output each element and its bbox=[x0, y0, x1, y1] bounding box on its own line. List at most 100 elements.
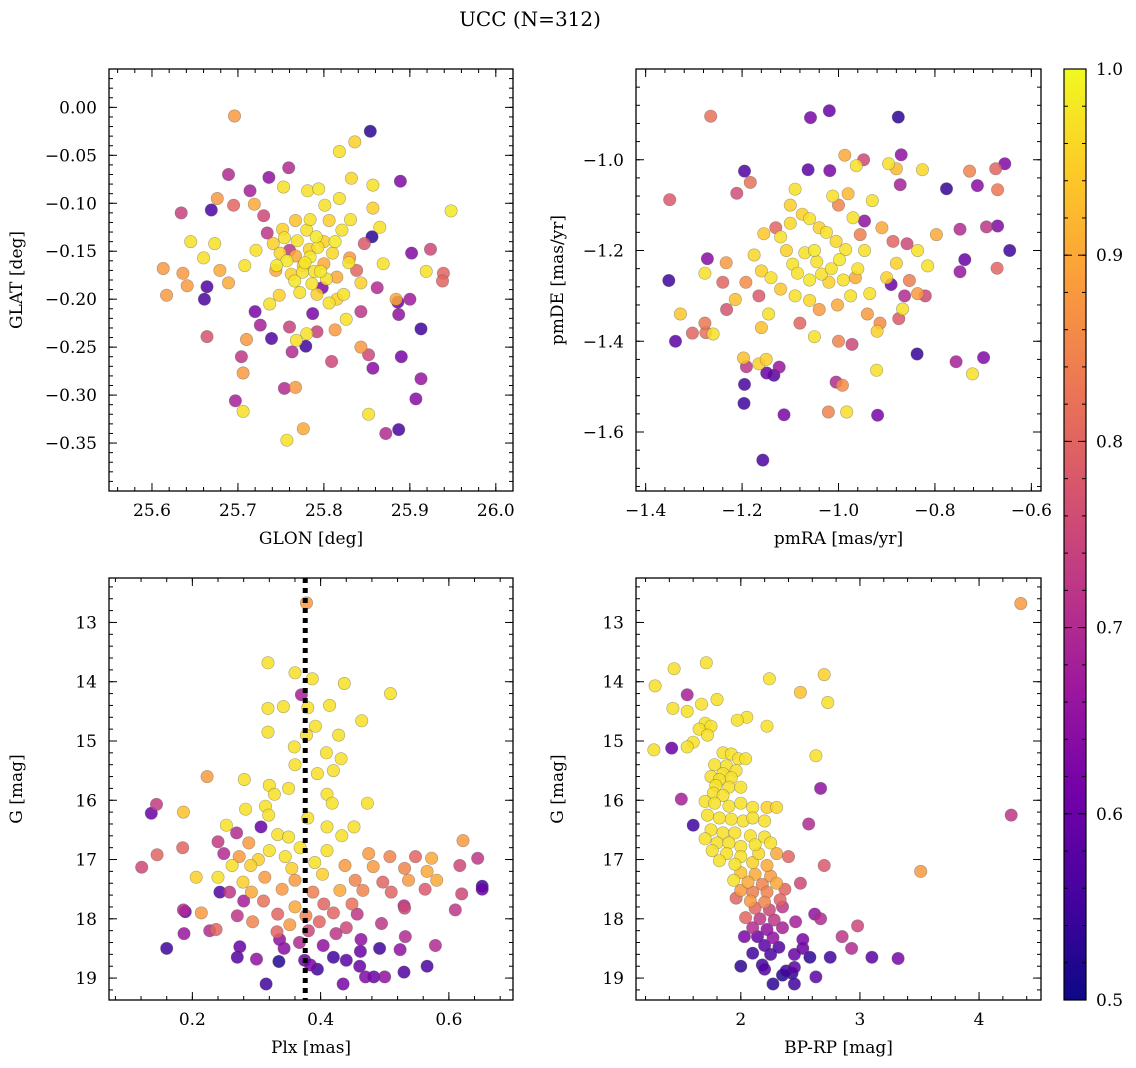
data-point bbox=[902, 273, 916, 287]
data-point bbox=[219, 818, 233, 832]
data-point bbox=[455, 887, 469, 901]
data-point bbox=[326, 906, 340, 920]
data-point bbox=[258, 870, 272, 884]
data-point bbox=[263, 297, 277, 311]
data-point bbox=[770, 876, 784, 890]
data-point bbox=[444, 204, 458, 218]
data-point bbox=[803, 111, 817, 125]
y-tick-label: 17 bbox=[602, 851, 624, 871]
data-point bbox=[326, 764, 340, 778]
data-point bbox=[758, 962, 772, 976]
data-point bbox=[362, 847, 376, 861]
data-point bbox=[748, 838, 762, 852]
data-point bbox=[270, 259, 284, 273]
data-point bbox=[760, 366, 774, 380]
data-point bbox=[739, 275, 753, 289]
x-tick-label: 3 bbox=[855, 1010, 866, 1030]
data-point bbox=[648, 679, 662, 693]
data-point bbox=[260, 226, 274, 240]
y-tick-label: −0.10 bbox=[45, 194, 97, 214]
data-point bbox=[287, 740, 301, 754]
data-point bbox=[397, 965, 411, 979]
data-point bbox=[841, 187, 855, 201]
data-point bbox=[722, 799, 736, 813]
data-point bbox=[939, 182, 953, 196]
data-point bbox=[379, 426, 393, 440]
panel-plx-g: 0.2 0.4 0.6 13 14 15 16 17 18 19 Plx [mas] G [mag] bbox=[7, 577, 514, 1058]
data-point bbox=[234, 350, 248, 364]
data-point bbox=[189, 870, 203, 884]
data-point bbox=[743, 175, 757, 189]
data-point bbox=[802, 817, 816, 831]
data-point bbox=[772, 360, 786, 374]
data-point bbox=[200, 330, 214, 344]
y-tick-label: 15 bbox=[75, 732, 97, 752]
data-point bbox=[358, 970, 372, 984]
data-point bbox=[789, 915, 803, 929]
data-point bbox=[354, 305, 368, 319]
data-point bbox=[990, 261, 1004, 275]
data-point bbox=[209, 922, 223, 936]
data-point bbox=[306, 307, 320, 321]
data-point bbox=[739, 752, 753, 766]
data-point bbox=[354, 340, 368, 354]
data-point bbox=[821, 695, 835, 709]
x-axis-label: Plx [mas] bbox=[271, 1038, 351, 1058]
data-point bbox=[775, 921, 789, 935]
data-point bbox=[401, 873, 415, 887]
data-point bbox=[271, 907, 285, 921]
data-point bbox=[428, 938, 442, 952]
data-point bbox=[328, 235, 342, 249]
data-point bbox=[339, 953, 353, 967]
data-point bbox=[150, 797, 164, 811]
y-tick-label: −0.20 bbox=[45, 290, 97, 310]
data-point bbox=[832, 253, 846, 267]
data-point bbox=[831, 334, 845, 348]
x-tick-label: 25.8 bbox=[305, 501, 343, 521]
colorbar-tick-label: 0.8 bbox=[1096, 432, 1123, 452]
data-point bbox=[809, 970, 823, 984]
data-point bbox=[233, 940, 247, 954]
data-point bbox=[809, 749, 823, 763]
colorbar: 0.5 0.6 0.7 0.8 0.9 1.0 bbox=[1063, 60, 1123, 1011]
panel-pmra-pmde: −1.4 −1.2 −1.0 −0.8 −0.6 −1.0 −1.2 −1.4 −1.6 pmRA… bbox=[548, 68, 1052, 549]
data-point bbox=[257, 209, 271, 223]
data-point bbox=[839, 243, 853, 257]
data-point bbox=[335, 223, 349, 237]
data-point bbox=[448, 903, 462, 917]
data-point bbox=[312, 915, 326, 929]
data-point bbox=[347, 820, 361, 834]
y-tick-label: 18 bbox=[602, 910, 624, 930]
data-point bbox=[333, 883, 347, 897]
data-point bbox=[405, 246, 419, 260]
data-point bbox=[871, 408, 885, 422]
data-point bbox=[929, 228, 943, 242]
data-point bbox=[285, 345, 299, 359]
figure-title: UCC (N=312) bbox=[459, 7, 601, 31]
data-point bbox=[783, 198, 797, 212]
data-point bbox=[674, 792, 688, 806]
data-point bbox=[680, 740, 694, 754]
data-point bbox=[736, 351, 750, 365]
data-point bbox=[698, 832, 712, 846]
y-tick-label: 14 bbox=[602, 673, 624, 693]
data-point bbox=[456, 834, 470, 848]
data-point bbox=[217, 847, 231, 861]
colorbar-tick-label: 1.0 bbox=[1096, 60, 1123, 80]
data-point bbox=[826, 189, 840, 203]
data-point bbox=[680, 704, 694, 718]
data-point bbox=[764, 271, 778, 285]
data-point bbox=[344, 171, 358, 185]
data-point bbox=[354, 932, 368, 946]
data-point bbox=[156, 261, 170, 275]
data-point bbox=[754, 264, 768, 278]
data-point bbox=[362, 348, 376, 362]
y-axis-label: G [mag] bbox=[548, 754, 568, 823]
data-point bbox=[698, 316, 712, 330]
y-tick-label: 19 bbox=[75, 969, 97, 989]
data-point bbox=[830, 298, 844, 312]
y-tick-label: 0.00 bbox=[59, 98, 97, 118]
data-point bbox=[793, 876, 807, 890]
x-tick-label: −0.8 bbox=[914, 501, 955, 521]
